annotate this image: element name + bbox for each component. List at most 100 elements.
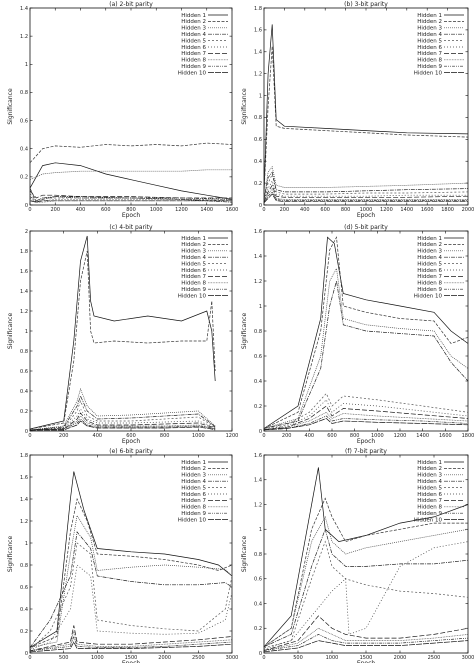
chart-3-legend-label-9: Hidden 9 <box>181 287 206 293</box>
chart-5-xtick-label: 0 <box>28 655 31 661</box>
chart-6-legend-label-2: Hidden 2 <box>417 466 442 472</box>
chart-1-ytick-label: 0.2 <box>20 175 28 181</box>
chart-1-ytick-label: 0.6 <box>20 118 28 124</box>
chart-3-series-2-line <box>29 250 216 430</box>
chart-1-xtick-label: 200 <box>50 207 60 213</box>
chart-5-xtick-label: 2000 <box>158 655 171 661</box>
chart-5-title: (e) 6-bit parity <box>109 448 153 455</box>
chart-2-legend-label-6: Hidden 6 <box>417 45 442 51</box>
chart-1-xtick-label: 800 <box>126 207 136 213</box>
chart-4-xtick-label: 1000 <box>371 433 384 439</box>
chart-2-xtick-label: 800 <box>341 207 351 213</box>
chart-5-legend-label-5: Hidden 5 <box>181 485 206 491</box>
chart-2-xtick-label: 1800 <box>441 207 454 213</box>
chart-5-ytick-label: 1.6 <box>20 475 28 481</box>
chart-4-xtick-label: 1600 <box>439 433 452 439</box>
chart-4-ylabel: Significance <box>241 313 248 350</box>
chart-5-series-3-line <box>29 514 233 648</box>
chart-5-ytick-label: 0.4 <box>20 607 28 613</box>
chart-3-xtick-label: 600 <box>126 433 136 439</box>
chart-6-ytick-label: 0.4 <box>254 601 262 607</box>
chart-4-legend-label-9: Hidden 9 <box>417 287 442 293</box>
chart-5-ytick-label: 1 <box>25 541 28 547</box>
chart-6-ytick-label: 1 <box>259 527 262 533</box>
chart-5-series-8-line <box>29 630 233 652</box>
chart-2-legend-label-3: Hidden 3 <box>417 26 442 32</box>
chart-5-ytick-label: 0.2 <box>20 629 28 635</box>
chart-3-xtick-label: 200 <box>59 433 69 439</box>
chart-5-xlabel: Epoch <box>122 660 141 663</box>
chart-1-xlabel: Epoch <box>122 212 141 219</box>
chart-6-legend-label-3: Hidden 3 <box>417 473 442 479</box>
chart-3-title: (c) 4-bit parity <box>109 224 153 231</box>
chart-2-xtick-label: 0 <box>262 207 265 213</box>
chart-6-ylabel: Significance <box>241 536 248 573</box>
chart-4-legend-label-6: Hidden 6 <box>417 268 442 274</box>
chart-5-legend-label-4: Hidden 4 <box>181 479 206 485</box>
chart-2-series-4-line <box>263 171 469 200</box>
chart-4-legend-label-5: Hidden 5 <box>417 261 442 267</box>
chart-1-xtick-label: 400 <box>76 207 86 213</box>
chart-1-ylabel: Significance <box>7 88 14 125</box>
chart-4-legend-label-7: Hidden 7 <box>417 274 442 280</box>
chart-6-legend-label-8: Hidden 8 <box>417 505 442 511</box>
chart-2-xlabel: Epoch <box>357 212 376 219</box>
chart-2-xtick-label: 200 <box>280 207 290 213</box>
chart-5-xtick-label: 3000 <box>226 655 239 661</box>
chart-2-xtick-label: 400 <box>300 207 310 213</box>
chart-3-xlabel: Epoch <box>122 438 141 445</box>
chart-4-series-8-line <box>263 411 469 431</box>
chart-1-series-7-line <box>29 190 232 199</box>
chart-3-legend-label-5: Hidden 5 <box>181 261 206 267</box>
chart-2-legend-label-5: Hidden 5 <box>417 38 442 44</box>
chart-4-xtick-label: 200 <box>282 433 292 439</box>
chart-3-ylabel: Significance <box>7 313 14 350</box>
chart-5-series-5-line <box>29 542 233 650</box>
chart-4-ytick-label: 1.2 <box>254 279 262 285</box>
chart-6-series-9-line <box>263 634 469 651</box>
chart-2-series-5-line <box>263 173 469 201</box>
chart-1-legend-label-10: Hidden 10 <box>178 70 207 76</box>
chart-1-legend-label-7: Hidden 7 <box>181 51 206 57</box>
chart-3-legend-label-7: Hidden 7 <box>181 274 206 280</box>
chart-3-series-10-line <box>30 420 216 431</box>
chart-2-xtick-label: 1400 <box>400 207 413 213</box>
chart-1-series-10-line <box>29 200 232 203</box>
chart-3-series-7-line <box>29 412 216 431</box>
chart-3-series-1-line <box>29 235 216 430</box>
chart-2-ytick-label: 1.2 <box>254 71 262 77</box>
chart-2-ytick-label: 0.6 <box>254 137 262 143</box>
chart-1-legend-label-2: Hidden 2 <box>181 19 206 25</box>
chart-5-xtick-label: 2500 <box>192 655 205 661</box>
chart-1-ytick-label: 0 <box>25 203 28 209</box>
chart-2-series-10-line <box>263 193 468 204</box>
chart-3-xtick-label: 400 <box>93 433 103 439</box>
chart-6-series-8-line <box>263 627 469 651</box>
chart-3-ytick-label: 0.2 <box>20 409 28 415</box>
chart-5-legend-label-1: Hidden 1 <box>181 460 206 466</box>
chart-6-legend-label-6: Hidden 6 <box>417 492 442 498</box>
chart-2-legend-label-4: Hidden 4 <box>417 32 442 38</box>
chart-3-ytick-label: 0.4 <box>20 389 28 395</box>
chart-4-ytick-label: 0.8 <box>254 329 262 335</box>
chart-6-ytick-label: 1.2 <box>254 502 262 508</box>
chart-4-series-9-line <box>263 415 469 431</box>
chart-1-xtick-label: 1000 <box>150 207 163 213</box>
chart-5-series-9-line <box>29 635 233 652</box>
chart-6-legend-label-4: Hidden 4 <box>417 479 442 485</box>
chart-5-legend-label-10: Hidden 10 <box>178 517 207 523</box>
chart-6-ytick-label: 0.2 <box>254 626 262 632</box>
chart-4-legend-label-10: Hidden 10 <box>414 293 443 299</box>
chart-1-legend-label-1: Hidden 1 <box>181 13 206 19</box>
chart-5-ytick-label: 1.4 <box>20 497 28 503</box>
chart-4-xtick-label: 1800 <box>462 433 474 439</box>
chart-4-ytick-label: 0.4 <box>254 379 262 385</box>
chart-4-xtick-label: 400 <box>305 433 315 439</box>
chart-2-xtick-label: 2000 <box>462 207 474 213</box>
chart-4-legend-label-3: Hidden 3 <box>417 249 442 255</box>
chart-2-legend-label-7: Hidden 7 <box>417 51 442 57</box>
chart-1-xtick-label: 1600 <box>226 207 239 213</box>
chart-4-xlabel: Epoch <box>357 438 376 445</box>
chart-4-series-2-line <box>263 236 469 429</box>
chart-4-xtick-label: 600 <box>327 433 337 439</box>
